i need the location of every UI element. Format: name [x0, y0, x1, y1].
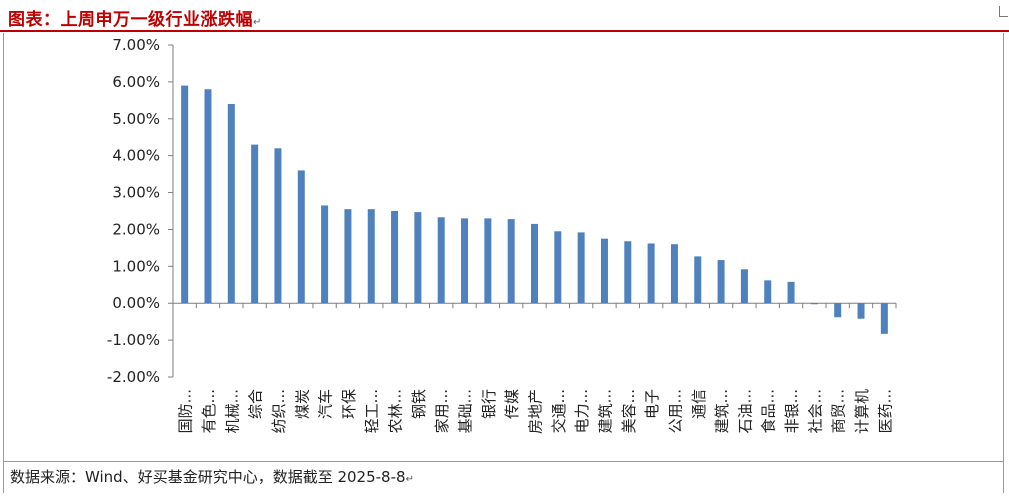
x-category-label: 通信 [690, 389, 708, 419]
bar [810, 303, 818, 305]
bar [694, 256, 702, 304]
y-tick-label: 5.00% [112, 110, 160, 128]
bar [531, 223, 538, 304]
x-category-label: 计算机 [853, 389, 871, 434]
x-category-label: 国防... [177, 389, 195, 433]
y-tick-label: -1.00% [107, 331, 160, 349]
x-category-label: 公用... [666, 389, 684, 433]
bar [764, 280, 772, 304]
x-category-label: 汽车 [317, 389, 335, 419]
bar-chart: 7.00% 6.00% 5.00% 4.00% 3.00% 2.00% 1.00% 0.00%… [107, 36, 897, 434]
bar [321, 205, 329, 304]
title-text: 图表：上周申万一级行业涨跌幅 [8, 10, 253, 30]
y-tick-label: 0.00% [112, 294, 160, 312]
x-category-label: 建筑... [596, 389, 614, 433]
x-category-label: 交通... [550, 389, 568, 433]
x-category-label: 传媒 [503, 389, 521, 419]
header: 图表：上周申万一级行业涨跌幅↵ [0, 0, 1009, 32]
bar [880, 303, 888, 334]
y-tick-label: 3.00% [112, 184, 160, 202]
source-note: 数据来源：Wind、好买基金研究中心，数据截至 2025-8-8↵ [10, 466, 414, 487]
bar [740, 269, 748, 304]
x-category-label: 轻工... [363, 389, 381, 433]
y-tick-label: -2.00% [107, 368, 160, 386]
bar [227, 104, 235, 304]
bar [461, 218, 469, 304]
bar [344, 209, 352, 304]
bar [647, 243, 655, 304]
x-category-label: 有色... [200, 389, 218, 433]
x-category-label: 银行 [480, 389, 498, 419]
chart-container: 7.00% 6.00% 5.00% 4.00% 3.00% 2.00% 1.00% 0.00%… [0, 33, 1009, 461]
x-category-label: 房地产 [527, 389, 545, 434]
y-tick-label: 1.00% [112, 257, 160, 275]
bar [554, 231, 562, 304]
bar [484, 218, 492, 304]
x-category-label: 环保 [340, 389, 358, 419]
y-tick-label: 6.00% [112, 73, 160, 91]
x-category-label: 美容... [620, 389, 638, 433]
page-title: 图表：上周申万一级行业涨跌幅↵ [8, 5, 262, 30]
bar [857, 303, 865, 319]
x-category-label: 家用... [433, 389, 451, 433]
x-category-label: 综合 [247, 389, 265, 419]
bar [251, 144, 259, 304]
x-category-label: 非银... [783, 389, 801, 433]
bar [274, 148, 282, 304]
x-category-label: 商贸... [830, 389, 848, 433]
x-category-label: 纺织... [270, 389, 288, 433]
x-category-label: 电力... [573, 389, 591, 433]
source-text: 数据来源：Wind、好买基金研究中心，数据截至 2025-8-8 [10, 468, 406, 486]
chart-frame [3, 33, 1004, 493]
bar [367, 209, 375, 304]
bar [297, 170, 305, 304]
bar [507, 219, 515, 304]
x-category-label: 机械... [223, 389, 241, 433]
bar [204, 89, 212, 304]
bar [717, 260, 725, 304]
x-category-label: 食品... [760, 389, 778, 433]
paragraph-mark-icon: ↵ [253, 17, 262, 28]
x-category-label: 电子 [643, 389, 661, 419]
bar [600, 238, 608, 304]
x-category-label: 农林... [387, 389, 405, 433]
x-category-label: 医药... [876, 389, 894, 433]
x-category-label: 基础... [457, 389, 475, 433]
x-category-label: 石油... [736, 389, 754, 433]
y-tick-label: 4.00% [112, 147, 160, 165]
bar [414, 212, 422, 304]
y-tick-label: 7.00% [112, 36, 160, 54]
bar [834, 303, 842, 318]
bar [624, 241, 632, 304]
title-divider [0, 30, 1009, 32]
footer-divider [3, 461, 1004, 462]
bar [437, 217, 445, 304]
bar [670, 244, 678, 304]
bar [787, 281, 795, 304]
x-category-label: 社会... [806, 389, 824, 433]
bar [577, 232, 585, 304]
y-tick-label: 2.00% [112, 220, 160, 238]
paragraph-mark-icon: ↵ [405, 474, 414, 485]
x-category-label: 钢铁 [410, 389, 428, 419]
bar [391, 211, 399, 304]
x-category-label: 煤炭 [293, 389, 311, 419]
corner-mark-icon [999, 6, 1008, 17]
bar [181, 85, 189, 304]
x-category-label: 建筑... [713, 389, 731, 433]
